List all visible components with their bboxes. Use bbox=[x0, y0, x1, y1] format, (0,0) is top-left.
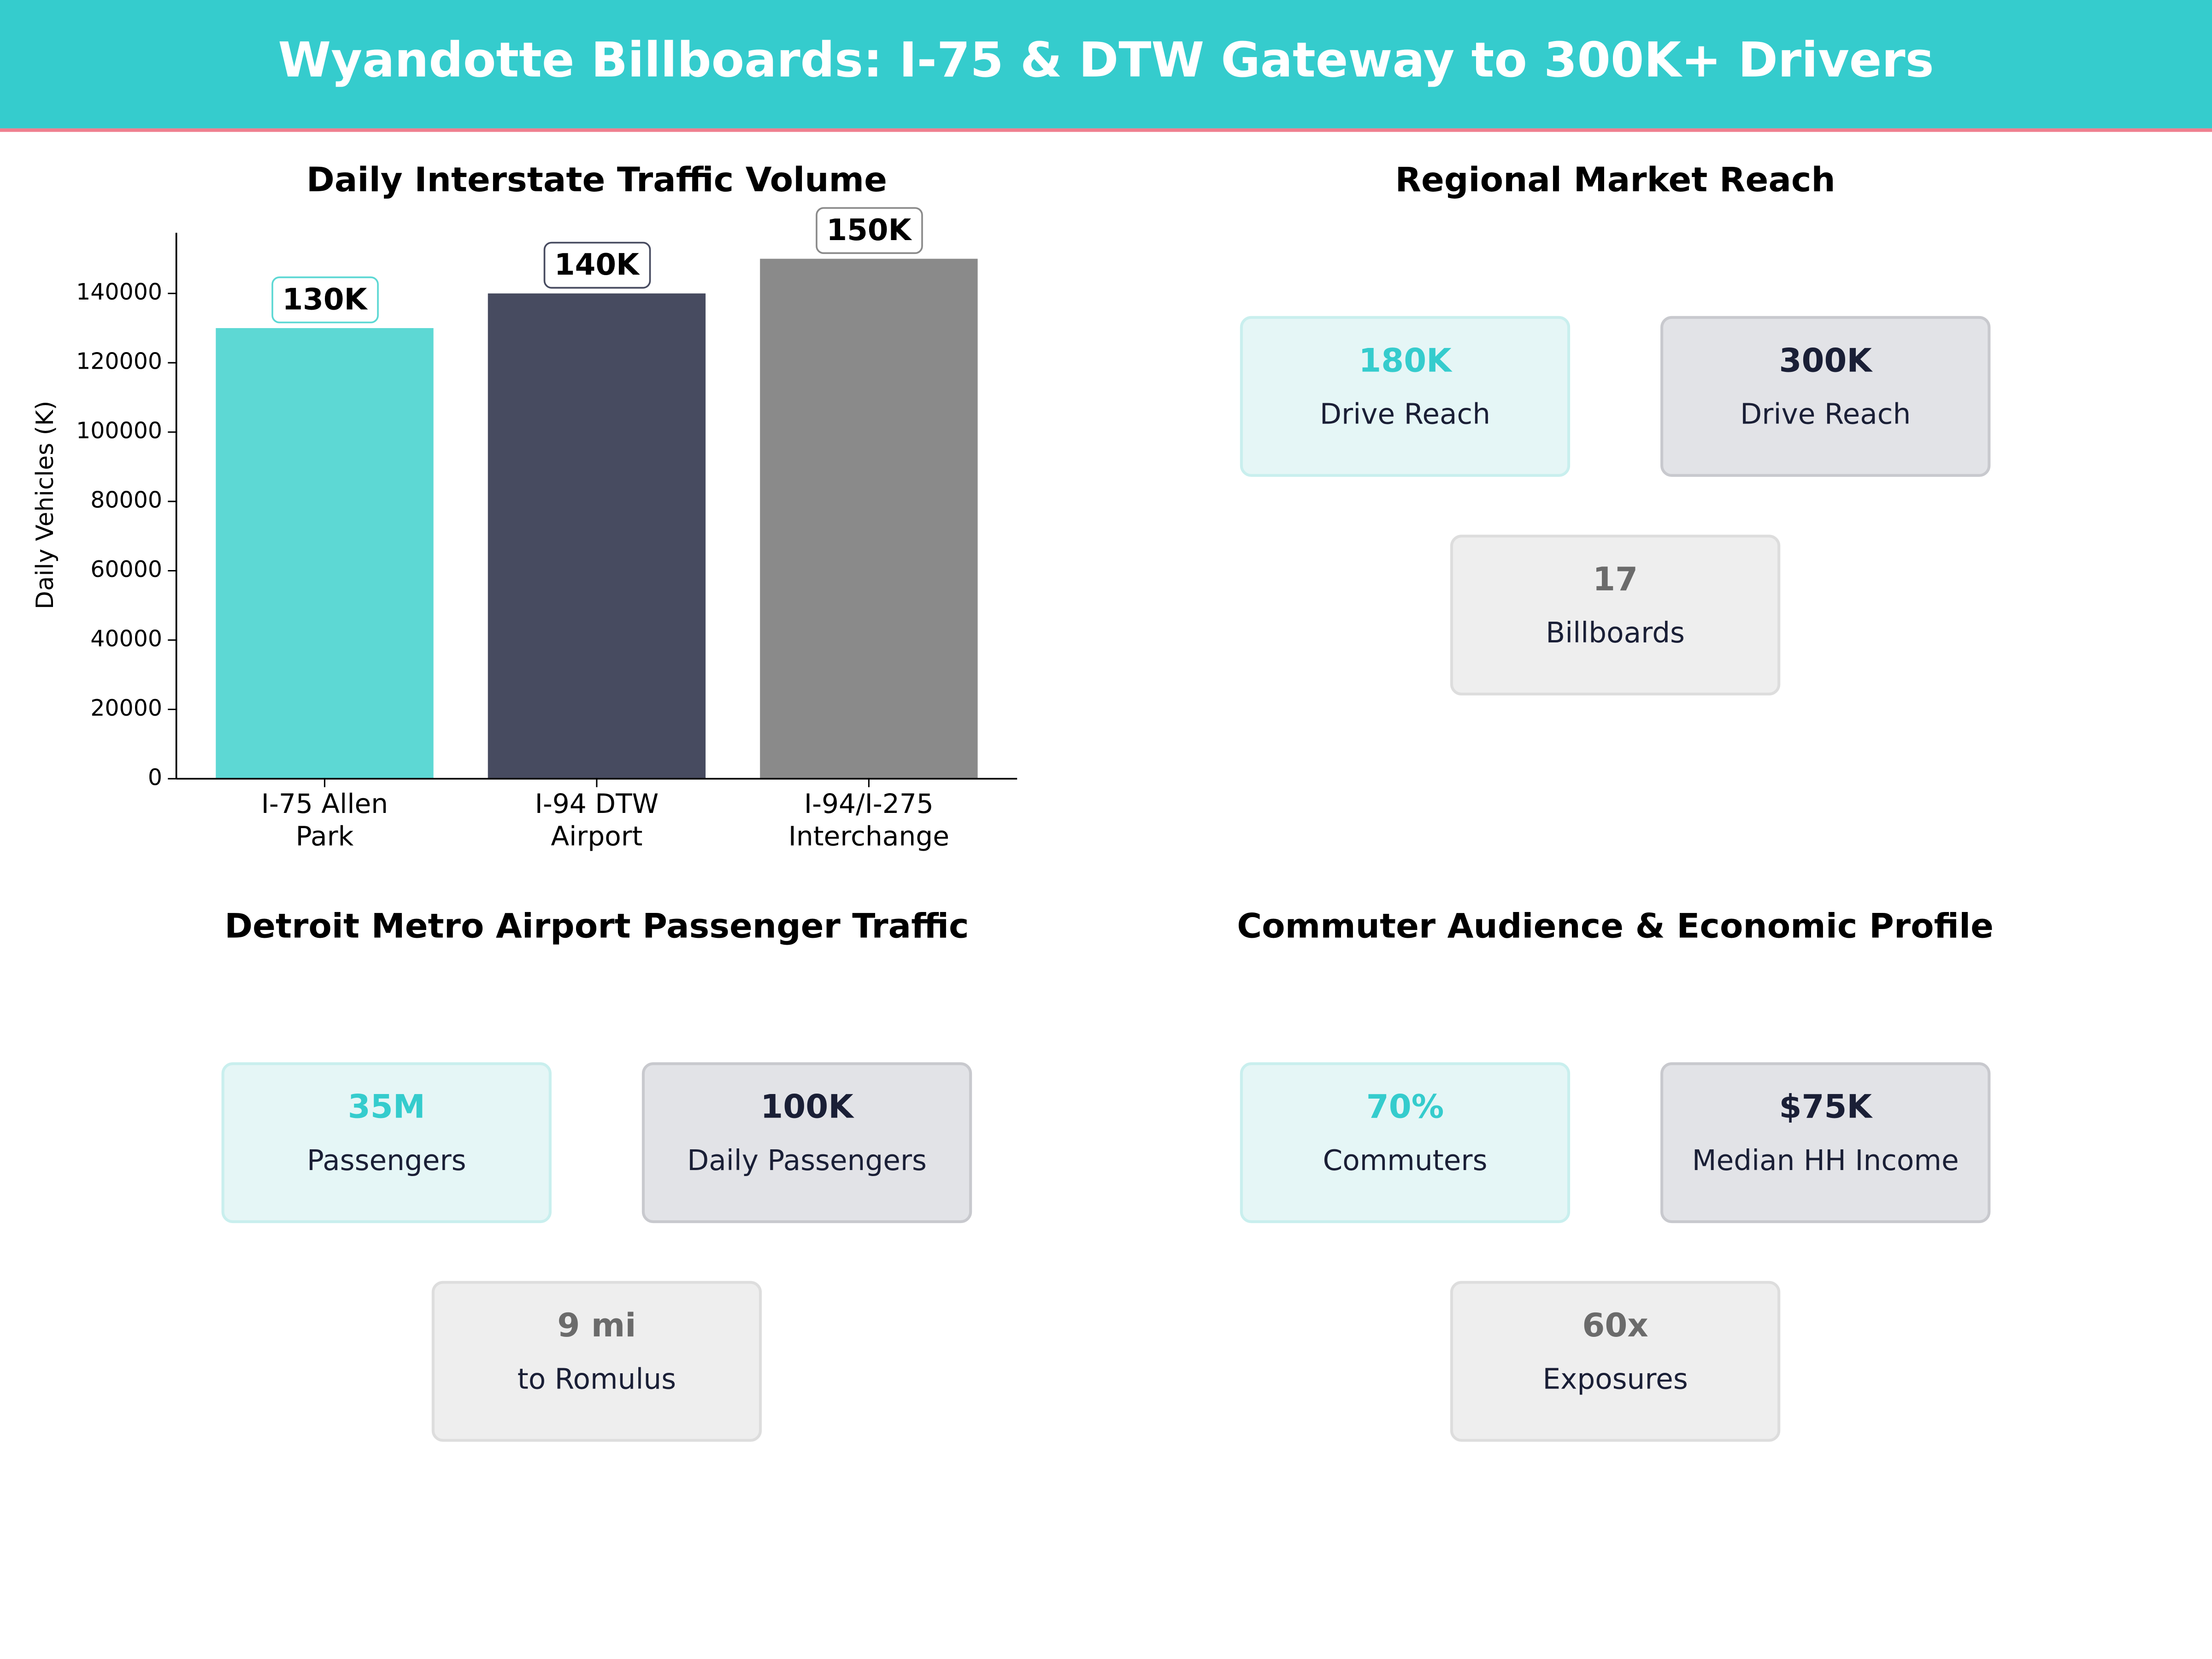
stat-value: 60x bbox=[1582, 1306, 1648, 1344]
stat-label: Daily Passengers bbox=[687, 1144, 927, 1177]
stat-label: Passengers bbox=[307, 1144, 466, 1177]
header-rule bbox=[0, 128, 2212, 132]
stat-value: 180K bbox=[1359, 341, 1453, 379]
bar bbox=[488, 293, 706, 779]
y-tick-label: 0 bbox=[148, 764, 162, 790]
y-tick-label: 80000 bbox=[90, 487, 162, 513]
stat-card bbox=[1450, 1281, 1781, 1442]
stat-label: Commuters bbox=[1323, 1144, 1487, 1177]
header-band bbox=[0, 0, 2212, 129]
chart-title: Daily Interstate Traffic Volume bbox=[306, 160, 887, 200]
y-tick-label: 20000 bbox=[90, 695, 162, 721]
stat-card bbox=[641, 1062, 972, 1224]
value-label-box bbox=[543, 241, 651, 289]
stat-value: $75K bbox=[1779, 1088, 1873, 1126]
value-label: 130K bbox=[282, 282, 368, 317]
value-label: 150K bbox=[826, 213, 912, 247]
value-label-box bbox=[271, 276, 379, 324]
stat-card bbox=[1450, 535, 1781, 696]
x-tick-label: I-94/I-275 Interchange bbox=[788, 788, 949, 852]
bar bbox=[216, 328, 434, 779]
stat-label: Drive Reach bbox=[1740, 398, 1911, 431]
stat-value: 9 mi bbox=[557, 1306, 636, 1344]
x-tick-label: I-75 Allen Park bbox=[261, 788, 388, 852]
y-tick-label: 120000 bbox=[76, 348, 162, 375]
stat-value: 70% bbox=[1366, 1088, 1444, 1126]
panel-title: Regional Market Reach bbox=[1395, 160, 1835, 200]
stat-value: 35M bbox=[348, 1088, 425, 1126]
y-tick-label: 40000 bbox=[90, 625, 162, 652]
y-tick-label: 100000 bbox=[76, 418, 162, 444]
panel-title: Commuter Audience & Economic Profile bbox=[1237, 906, 1994, 946]
stat-card bbox=[1660, 316, 1991, 477]
y-tick-label: 60000 bbox=[90, 556, 162, 582]
stat-value: 17 bbox=[1593, 560, 1638, 598]
stat-card bbox=[431, 1281, 762, 1442]
value-label-box bbox=[816, 207, 923, 254]
x-tick-label: I-94 DTW Airport bbox=[535, 788, 659, 852]
stat-card bbox=[1240, 316, 1571, 477]
stat-label: Median HH Income bbox=[1692, 1144, 1959, 1177]
y-tick-label: 140000 bbox=[76, 279, 162, 305]
stat-value: 300K bbox=[1779, 341, 1873, 379]
bar bbox=[760, 259, 978, 779]
stat-label: Exposures bbox=[1542, 1363, 1688, 1396]
stat-label: to Romulus bbox=[518, 1363, 676, 1396]
stat-card bbox=[1240, 1062, 1571, 1224]
stat-label: Billboards bbox=[1546, 617, 1685, 649]
stat-card bbox=[221, 1062, 552, 1224]
stat-value: 100K bbox=[760, 1088, 854, 1126]
value-label: 140K bbox=[554, 247, 640, 282]
stat-card bbox=[1660, 1062, 1991, 1224]
page-title: Wyandotte Billboards: I-75 & DTW Gateway… bbox=[278, 32, 1934, 88]
panel-title: Detroit Metro Airport Passenger Traffic bbox=[224, 906, 969, 946]
stat-label: Drive Reach bbox=[1320, 398, 1490, 431]
y-axis-label: Daily Vehicles (K) bbox=[31, 401, 59, 610]
